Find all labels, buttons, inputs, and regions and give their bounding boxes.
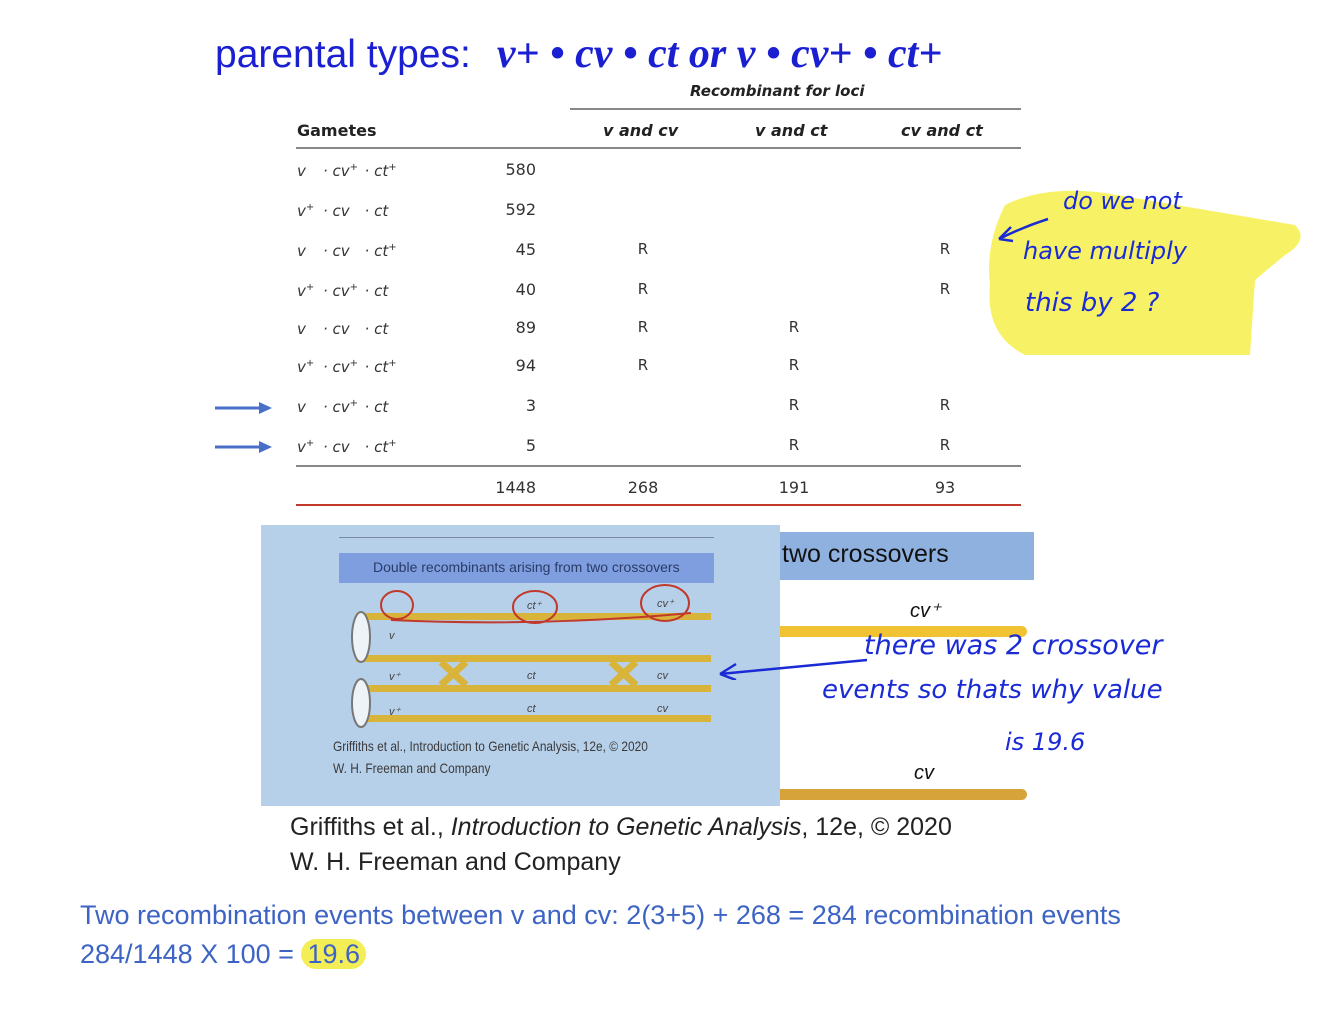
bottom-red-rule xyxy=(296,504,1021,506)
arrow-left-icon xyxy=(719,658,868,680)
citation: Griffiths et al., Introduction to Geneti… xyxy=(290,810,952,880)
gamete-count: 89 xyxy=(515,318,536,337)
super-header-rule xyxy=(570,108,1021,110)
two-crossovers-banner: two crossovers xyxy=(778,532,1034,580)
col-cv-ct-header: cv and ct xyxy=(901,121,983,140)
gamete-genotype: v · cv+ · ct xyxy=(297,398,389,416)
recombinant-v-cv-mark: R xyxy=(637,318,649,336)
summary-result-highlight: 19.6 xyxy=(301,939,367,969)
gamete-genotype: v · cv · ct+ xyxy=(297,242,397,260)
recombinant-cv-ct-mark: R xyxy=(939,240,951,258)
totals-rule xyxy=(296,465,1021,467)
gamete-count: 40 xyxy=(515,280,536,299)
total-cv-ct: 93 xyxy=(934,478,956,497)
photo-label-v: v xyxy=(389,630,395,642)
gamete-genotype: v · cv · ct xyxy=(297,320,389,338)
gamete-genotype: v+ · cv · ct+ xyxy=(297,438,397,456)
gamete-genotype: v+ · cv · ct xyxy=(297,202,389,220)
recombinant-v-ct-mark: R xyxy=(788,318,800,336)
recombinant-cv-ct-mark: R xyxy=(939,436,951,454)
chromosome-upper xyxy=(775,626,1027,637)
total-count: 1448 xyxy=(495,478,536,497)
gamete-genotype: v+ · cv+ · ct xyxy=(297,282,389,300)
arrow-left-icon xyxy=(998,217,1049,243)
title-prefix: parental types: xyxy=(215,33,471,76)
summary-line-2: 284/1448 X 100 = xyxy=(80,939,302,969)
photo-label-ct-plus: ct⁺ xyxy=(527,600,542,612)
photo-label-ct-2: ct xyxy=(527,703,536,715)
summary: Two recombination events between v and c… xyxy=(80,896,1121,974)
total-v-cv: 268 xyxy=(627,478,659,497)
gamete-genotype: v+ · cv+ · ct+ xyxy=(297,358,397,376)
gamete-count: 94 xyxy=(515,356,536,375)
note-line-1: do we not xyxy=(1063,187,1182,215)
photo-label-cv: cv xyxy=(657,670,668,682)
photo-label-ct: ct xyxy=(527,670,536,682)
summary-line-1: Two recombination events between v and c… xyxy=(80,900,1121,930)
photo-banner-text: Double recombinants arising from two cro… xyxy=(373,559,680,575)
photo-rule xyxy=(339,537,714,538)
gametes-header: Gametes xyxy=(297,121,377,140)
chromosome-lower xyxy=(775,789,1027,800)
col-v-cv-header: v and cv xyxy=(603,121,679,140)
highlight-blob xyxy=(989,190,1301,355)
photo-label-cv-plus: cv⁺ xyxy=(657,598,674,610)
gamete-count: 45 xyxy=(515,240,536,259)
recombinant-cv-ct-mark: R xyxy=(939,280,951,298)
note-middle-line-2: events so thats why value xyxy=(822,675,1163,705)
note-middle-line-1: there was 2 crossover xyxy=(864,630,1163,661)
photo-label-v-plus-2: v⁺ xyxy=(389,706,401,718)
recombinant-v-ct-mark: R xyxy=(788,436,800,454)
photo-label-v-plus: v⁺ xyxy=(389,671,401,683)
gamete-count: 580 xyxy=(505,160,536,179)
cv-plus-label: cv⁺ xyxy=(910,600,941,622)
recombinant-v-cv-mark: R xyxy=(637,240,649,258)
title-genotypes: v+ • cv • ct or v • cv+ • ct+ xyxy=(496,31,943,77)
photo-chromosomes xyxy=(351,584,711,728)
photo-banner: Double recombinants arising from two cro… xyxy=(339,553,714,583)
citation-book: Introduction to Genetic Analysis xyxy=(450,813,802,841)
photo-label-cv-2: cv xyxy=(657,703,668,715)
two-crossovers-label: two crossovers xyxy=(782,540,949,568)
cv-label: cv xyxy=(914,762,934,784)
col-v-ct-header: v and ct xyxy=(755,121,828,140)
citation-publisher: W. H. Freeman and Company xyxy=(290,848,621,876)
photo-citation: Griffiths et al., Introduction to Geneti… xyxy=(333,735,648,779)
note-line-2: have multiply xyxy=(1023,237,1187,265)
photo-citation-line-1: Griffiths et al., Introduction to Geneti… xyxy=(333,738,648,754)
slide-title: parental types: v+ • cv • ct or v • cv+ •… xyxy=(215,30,942,78)
recombinant-cv-ct-mark: R xyxy=(939,396,951,414)
recombinant-v-cv-mark: R xyxy=(637,356,649,374)
note-line-3: this by 2 ? xyxy=(1025,288,1160,318)
recombinant-v-cv-mark: R xyxy=(637,280,649,298)
total-v-ct: 191 xyxy=(778,478,810,497)
handwritten-note-top: do we not have multiply this by 2 ? xyxy=(985,185,1305,360)
photo-citation-line-2: W. H. Freeman and Company xyxy=(333,760,491,776)
gamete-count: 592 xyxy=(505,200,536,219)
recombinant-v-ct-mark: R xyxy=(788,356,800,374)
arrow-right-icon xyxy=(215,402,272,414)
header-rule xyxy=(296,147,1021,149)
gamete-genotype: v · cv+ · ct+ xyxy=(297,162,397,180)
recombinant-super-header: Recombinant for loci xyxy=(690,82,865,100)
recombinant-v-ct-mark: R xyxy=(788,396,800,414)
citation-edition: , 12e, © 2020 xyxy=(801,813,952,841)
slide-photo: Double recombinants arising from two cro… xyxy=(261,525,780,806)
citation-author: Griffiths et al., xyxy=(290,813,451,841)
arrow-right-icon xyxy=(215,441,272,453)
note-middle-line-3: is 19.6 xyxy=(1005,728,1086,756)
gamete-count: 3 xyxy=(525,396,536,415)
gamete-count: 5 xyxy=(525,436,536,455)
